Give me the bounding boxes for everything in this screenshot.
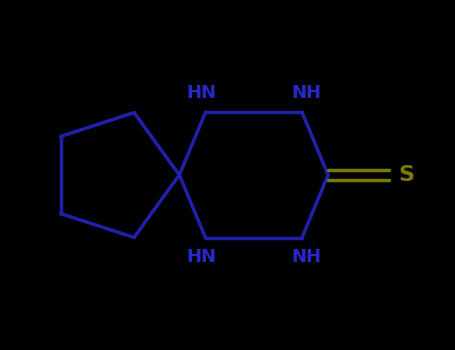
Text: NH: NH — [291, 248, 321, 266]
Text: NH: NH — [291, 84, 321, 101]
Text: S: S — [398, 165, 414, 185]
Text: HN: HN — [186, 84, 216, 101]
Text: HN: HN — [186, 248, 216, 266]
